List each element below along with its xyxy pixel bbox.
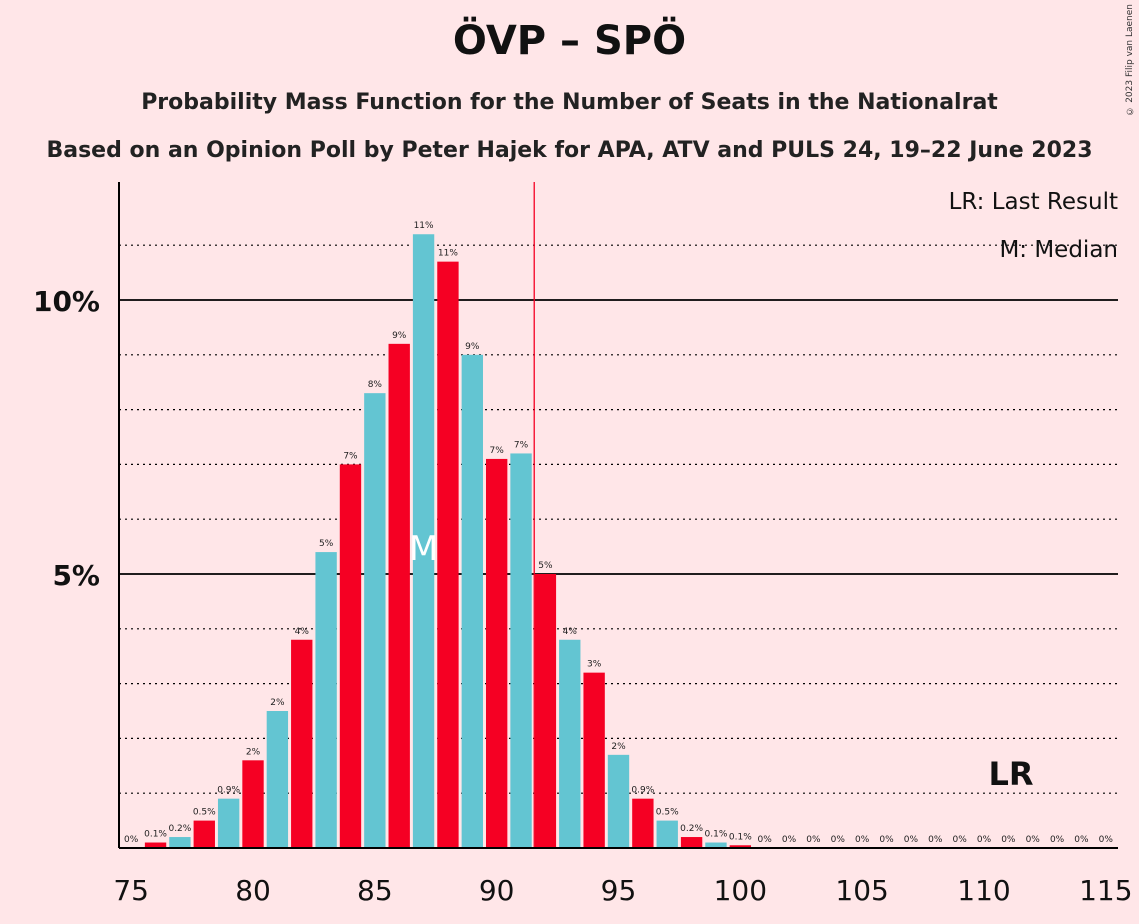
- bar-label-seat-100: 0.1%: [729, 832, 752, 842]
- bar-seat-96: [632, 798, 654, 848]
- bars: [144, 234, 752, 849]
- bar-label-seat-114: 0%: [1074, 835, 1089, 845]
- chart-title: ÖVP – SPÖ: [452, 18, 687, 64]
- bar-label-seat-115: 0%: [1099, 835, 1114, 845]
- bar-seat-81: [266, 711, 289, 848]
- bar-seat-83: [315, 552, 337, 848]
- x-tick-label-105: 105: [835, 874, 888, 907]
- bar-label-seat-106: 0%: [879, 835, 894, 845]
- bar-seat-80: [242, 760, 264, 848]
- median-marker-label: M: [409, 529, 438, 569]
- bar-label-seat-109: 0%: [952, 835, 967, 845]
- bar-label-seat-101: 0%: [758, 835, 773, 845]
- bar-seat-89: [461, 354, 483, 848]
- x-tick-label-110: 110: [957, 874, 1010, 907]
- bar-seat-88: [437, 261, 459, 848]
- y-tick-label-5: 5%: [52, 559, 100, 592]
- bar-label-seat-78: 0.5%: [193, 808, 216, 818]
- gridlines: [119, 244, 1118, 794]
- bar-seat-85: [364, 393, 386, 848]
- bar-label-seat-75: 0%: [124, 835, 139, 845]
- bar-seat-100: [729, 845, 752, 848]
- bar-seat-76: [144, 842, 167, 848]
- bar-label-seat-82: 4%: [295, 627, 310, 637]
- bar-seat-84: [339, 464, 362, 848]
- bar-label-seat-97: 0.5%: [656, 808, 679, 818]
- bar-seat-77: [169, 837, 191, 848]
- bar-label-seat-85: 8%: [368, 380, 383, 390]
- x-tick-label-80: 80: [235, 874, 271, 907]
- bar-seat-91: [510, 453, 532, 848]
- last-result-marker-label: LR: [988, 755, 1033, 793]
- x-tick-label-100: 100: [714, 874, 767, 907]
- y-tick-label-10: 10%: [33, 285, 100, 318]
- bar-label-seat-83: 5%: [319, 539, 334, 549]
- bar-seat-95: [607, 754, 630, 848]
- bar-seat-87: [412, 234, 435, 849]
- bar-label-seat-93: 4%: [563, 627, 578, 637]
- bar-seat-93: [559, 639, 581, 848]
- bar-label-seat-95: 2%: [611, 742, 626, 752]
- bar-seat-79: [217, 798, 240, 848]
- bar-label-seat-88: 11%: [438, 249, 458, 259]
- bar-seat-99: [705, 842, 727, 848]
- bar-label-seat-111: 0%: [1001, 835, 1016, 845]
- x-tick-label-75: 75: [113, 874, 149, 907]
- bar-label-seat-110: 0%: [977, 835, 992, 845]
- bar-seat-86: [388, 343, 410, 848]
- bar-label-seat-80: 2%: [246, 747, 261, 757]
- chart-source-subtitle: Based on an Opinion Poll by Peter Hajek …: [46, 138, 1093, 163]
- bar-seat-78: [193, 820, 215, 848]
- bar-label-seat-89: 9%: [465, 342, 480, 352]
- x-tick-label-90: 90: [479, 874, 515, 907]
- bar-label-seat-113: 0%: [1050, 835, 1065, 845]
- bar-label-seat-104: 0%: [831, 835, 846, 845]
- bar-seat-97: [656, 820, 678, 848]
- bar-seat-82: [291, 639, 313, 848]
- bar-label-seat-92: 5%: [538, 561, 553, 571]
- bar-seat-94: [583, 672, 605, 848]
- legend-last-result: LR: Last Result: [949, 189, 1118, 215]
- bar-label-seat-108: 0%: [928, 835, 943, 845]
- bar-label-seat-76: 0.1%: [144, 830, 167, 840]
- bar-seat-92: [534, 574, 557, 848]
- x-tick-label-85: 85: [357, 874, 393, 907]
- bar-seat-90: [485, 458, 508, 848]
- bar-label-seat-105: 0%: [855, 835, 870, 845]
- bar-label-seat-77: 0.2%: [168, 824, 191, 834]
- bar-label-seat-98: 0.2%: [680, 824, 703, 834]
- bar-label-seat-79: 0.9%: [217, 786, 240, 796]
- bar-label-seat-91: 7%: [514, 440, 529, 450]
- bar-label-seat-94: 3%: [587, 660, 602, 670]
- bar-label-seat-99: 0.1%: [705, 830, 728, 840]
- bar-label-seat-87: 11%: [414, 221, 434, 231]
- bar-label-seat-96: 0.9%: [631, 786, 654, 796]
- chart-subtitle: Probability Mass Function for the Number…: [141, 90, 998, 115]
- bar-label-seat-86: 9%: [392, 331, 407, 341]
- axes: LR M 75 80 85 90 95 100 105 110 115 5% 10%: [33, 182, 1133, 907]
- bar-label-seat-81: 2%: [270, 698, 285, 708]
- bar-label-seat-103: 0%: [806, 835, 821, 845]
- bar-seat-98: [680, 837, 703, 848]
- bar-label-seat-102: 0%: [782, 835, 797, 845]
- bar-label-seat-107: 0%: [904, 835, 919, 845]
- bar-label-seat-84: 7%: [343, 451, 358, 461]
- bar-label-seat-112: 0%: [1026, 835, 1041, 845]
- bar-label-seat-90: 7%: [490, 446, 505, 456]
- bar-labels: 0%0.1%0.2%0.5%0.9%2%2%4%5%7%8%9%11%11%9%…: [124, 221, 1113, 845]
- x-tick-label-95: 95: [601, 874, 637, 907]
- legend-median: M: Median: [999, 237, 1118, 263]
- x-tick-label-115: 115: [1079, 874, 1132, 907]
